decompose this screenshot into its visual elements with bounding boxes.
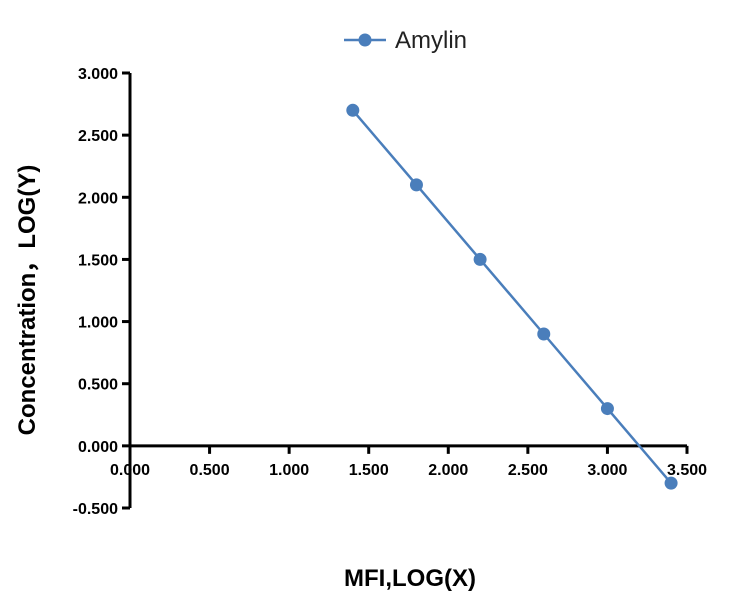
data-point: [664, 476, 678, 490]
axes: [128, 73, 687, 508]
data-point: [600, 402, 614, 416]
y-tick-label: 1.000: [78, 315, 118, 332]
data-point: [537, 327, 551, 341]
data-point: [473, 252, 487, 266]
y-tick-label: 0.000: [78, 439, 118, 456]
y-tick-label: 2.000: [78, 190, 118, 207]
series-line: [351, 109, 673, 484]
x-tick-label: 3.000: [587, 462, 627, 479]
y-tick-label: 3.000: [78, 66, 118, 83]
x-axis-title: MFI,LOG(X): [344, 565, 476, 592]
legend-label: Amylin: [395, 27, 467, 54]
x-tick-label: 2.000: [428, 462, 468, 479]
y-axis-title: Concentration，LOG(Y): [14, 165, 41, 436]
y-tick-label: 0.500: [78, 377, 118, 394]
x-tick-label: 0.500: [190, 462, 230, 479]
ticks: -0.500 0.000 0.500 1.000 1.500 2.000 2.500 3.00…: [73, 66, 707, 518]
legend: Amylin: [344, 27, 467, 54]
data-point: [409, 178, 423, 192]
x-tick-label: 3.500: [667, 462, 707, 479]
legend-marker-swatch: [358, 33, 372, 47]
x-tick-label: 0.000: [110, 462, 150, 479]
y-tick-label: 1.500: [78, 252, 118, 269]
x-tick-label: 1.000: [269, 462, 309, 479]
y-tick-label: 2.500: [78, 128, 118, 145]
data-point: [346, 103, 360, 117]
y-tick-label: -0.500: [73, 501, 118, 518]
x-tick-label: 1.500: [349, 462, 389, 479]
series: [346, 103, 678, 490]
x-tick-label: 2.500: [508, 462, 548, 479]
